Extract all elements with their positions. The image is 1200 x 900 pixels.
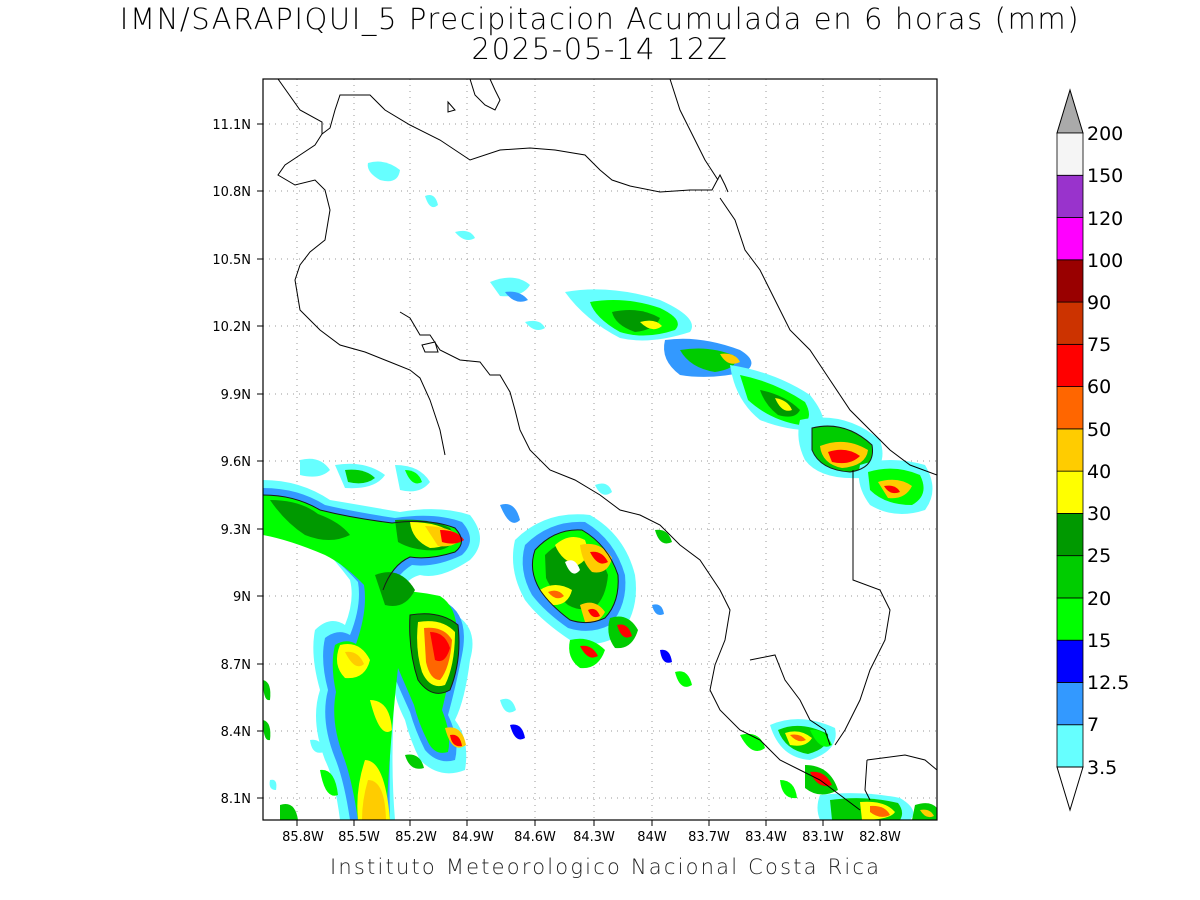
colorbar-swatch — [1056, 513, 1084, 557]
y-tick-label: 10.5N — [212, 253, 251, 268]
y-tick-label: 10.8N — [212, 185, 251, 200]
precipitation-field — [263, 161, 937, 820]
colorbar-level-label: 120 — [1087, 208, 1123, 230]
x-tick-label: 83.4W — [745, 830, 787, 845]
colorbar-level-label: 20 — [1087, 588, 1111, 610]
colorbar-level-label: 100 — [1087, 250, 1123, 272]
x-tick-label: 84W — [637, 830, 667, 845]
colorbar-level-label: 150 — [1087, 165, 1123, 187]
x-tick-label: 85.5W — [338, 830, 380, 845]
y-tick-label: 8.1N — [221, 792, 251, 807]
coastline-borders — [277, 79, 937, 811]
colorbar-level-label: 3.5 — [1087, 757, 1117, 779]
colorbar-over-arrow — [1056, 88, 1084, 134]
colorbar-level-label: 15 — [1087, 630, 1111, 652]
colorbar-under-arrow — [1056, 766, 1084, 812]
colorbar-swatch — [1056, 301, 1084, 345]
precip-band-caribbean — [565, 289, 933, 514]
colorbar-swatch — [1056, 682, 1084, 726]
precip-cells-north — [367, 161, 692, 687]
precip-contour-lines — [263, 425, 874, 694]
colorbar-level-label: 12.5 — [1087, 672, 1129, 694]
y-tick-label: 9.3N — [221, 523, 251, 538]
colorbar-swatch — [1056, 597, 1084, 641]
map-frame — [262, 78, 938, 821]
colorbar-swatch — [1056, 639, 1084, 683]
precip-cluster-southeast — [740, 719, 937, 820]
colorbar-swatch — [1056, 386, 1084, 430]
colorbar-swatch — [1056, 724, 1084, 768]
colorbar-swatch — [1056, 217, 1084, 261]
colorbar-level-label: 60 — [1087, 376, 1111, 398]
precip-cluster-west — [263, 458, 525, 820]
colorbar-level-label: 200 — [1087, 123, 1123, 145]
x-tick-label: 83.1W — [802, 830, 844, 845]
y-tick-label: 8.7N — [221, 658, 251, 673]
colorbar-level-label: 7 — [1087, 714, 1099, 736]
x-tick-label: 85.2W — [395, 830, 437, 845]
colorbar-swatch — [1056, 428, 1084, 472]
colorbar-level-label: 40 — [1087, 461, 1111, 483]
x-tick-label: 84.9W — [452, 830, 494, 845]
x-tick-label: 84.6W — [514, 830, 556, 845]
colorbar-level-label: 50 — [1087, 419, 1111, 441]
y-tick-label: 9.9N — [221, 388, 251, 403]
map-valid-time: 2025-05-14 12Z — [471, 32, 729, 66]
x-tick-label: 84.3W — [573, 830, 615, 845]
colorbar-swatch — [1056, 343, 1084, 388]
map-title: IMN/SARAPIQUI_5 Precipitacion Acumulada … — [119, 2, 1081, 36]
colorbar-legend: 200 150 120 100 90 75 60 50 40 30 25 20 … — [1056, 88, 1129, 812]
y-axis-ticks — [257, 123, 263, 799]
y-tick-label: 10.2N — [212, 320, 251, 335]
colorbar-level-label: 25 — [1087, 545, 1111, 567]
y-tick-label: 9.6N — [221, 455, 251, 470]
colorbar-level-label: 90 — [1087, 292, 1111, 314]
x-axis-ticks — [296, 820, 881, 826]
colorbar-swatch — [1056, 259, 1084, 303]
y-tick-label: 11.1N — [212, 118, 251, 133]
colorbar-swatch — [1056, 555, 1084, 599]
x-tick-label: 82.8W — [859, 830, 901, 845]
precip-cluster-central — [512, 514, 638, 669]
y-tick-label: 9N — [233, 590, 251, 605]
colorbar-level-label: 75 — [1087, 334, 1111, 356]
footer-credit: Instituto Meteorologico Nacional Costa R… — [330, 855, 882, 879]
x-tick-label: 83.7W — [688, 830, 730, 845]
colorbar-swatch — [1056, 174, 1084, 218]
x-tick-label: 85.8W — [282, 830, 324, 845]
y-tick-label: 8.4N — [221, 725, 251, 740]
colorbar-swatch — [1056, 132, 1084, 176]
colorbar-swatch — [1056, 470, 1084, 514]
colorbar-level-label: 30 — [1087, 503, 1111, 525]
